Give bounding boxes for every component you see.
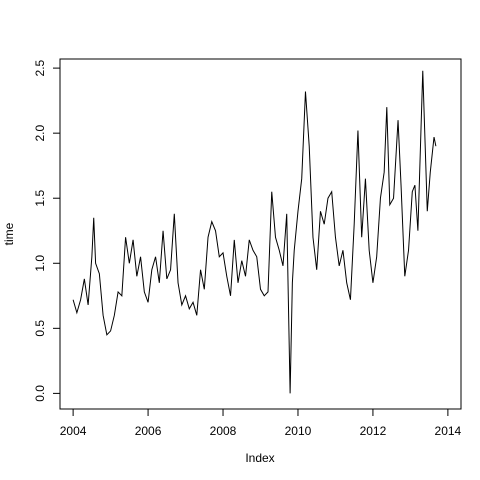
plot-box	[59, 58, 462, 410]
x-tick-label: 2014	[435, 424, 462, 438]
x-tick-label: 2010	[285, 424, 312, 438]
y-tick-label: 2.5	[33, 59, 47, 76]
series-line	[72, 70, 437, 394]
x-axis-label: Index	[245, 451, 274, 465]
x-tick-label: 2008	[210, 424, 237, 438]
y-tick-label: 1.5	[33, 190, 47, 207]
y-axis-label: time	[2, 222, 16, 245]
y-tick-label: 2.0	[33, 124, 47, 141]
x-tick-label: 2012	[360, 424, 387, 438]
x-tick-label: 2004	[60, 424, 87, 438]
y-tick-label: 1.0	[33, 255, 47, 272]
y-tick-label: 0.0	[33, 385, 47, 402]
x-tick-label: 2006	[135, 424, 162, 438]
y-tick-label: 0.5	[33, 320, 47, 337]
